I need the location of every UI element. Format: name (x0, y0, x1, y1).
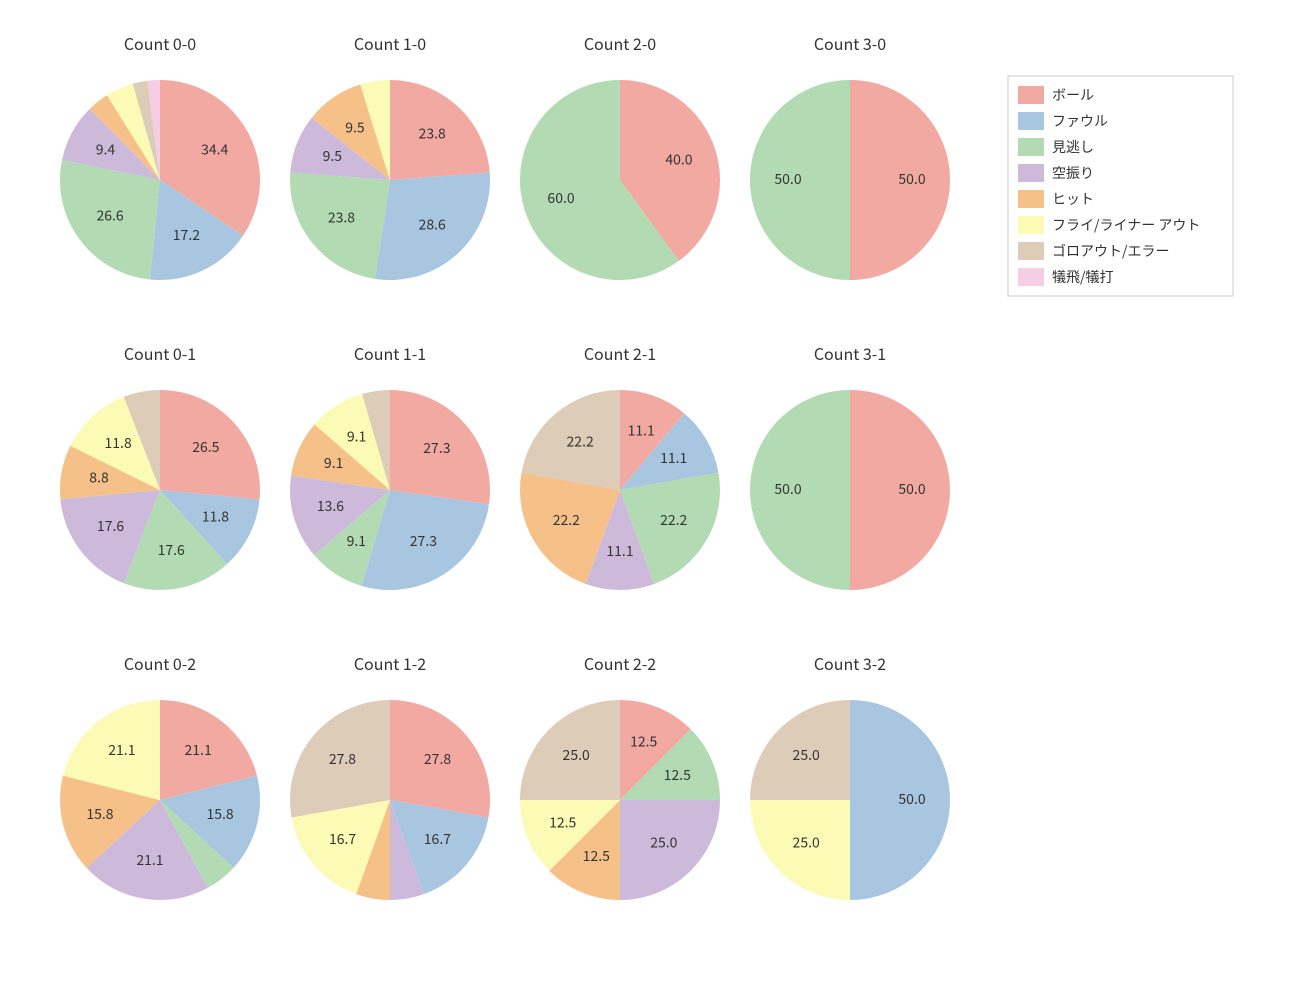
slice-label: 23.8 (419, 123, 446, 143)
legend-swatch (1018, 242, 1044, 260)
legend-border (1008, 76, 1233, 296)
chart-title: Count 2-0 (584, 31, 656, 55)
chart-title: Count 3-2 (814, 651, 886, 675)
slice-label: 9.5 (323, 146, 343, 166)
pie-chart: Count 2-111.111.122.211.122.222.2 (520, 341, 720, 590)
slice-label: 9.1 (324, 453, 343, 473)
slice-label: 12.5 (583, 846, 610, 866)
slice-label: 17.2 (173, 225, 200, 245)
slice-label: 25.0 (793, 745, 820, 765)
slice-label: 11.1 (628, 421, 655, 441)
slice-label: 16.7 (424, 829, 451, 849)
legend-swatch (1018, 112, 1044, 130)
legend-label: 空振り (1052, 163, 1094, 183)
slice-label: 12.5 (664, 765, 691, 785)
chart-title: Count 0-2 (124, 651, 196, 675)
slice-label: 60.0 (547, 188, 574, 208)
chart-title: Count 0-0 (124, 31, 196, 55)
slice-label: 9.1 (347, 427, 366, 447)
slice-label: 50.0 (774, 169, 801, 189)
slice-label: 50.0 (898, 479, 925, 499)
slice-label: 28.6 (419, 214, 446, 234)
slice-label: 15.8 (86, 804, 113, 824)
legend-swatch (1018, 268, 1044, 286)
legend-label: ボール (1052, 85, 1094, 105)
chart-svg: Count 0-0 34.4 17.2 26.6 9.4 Count 1-0 23.8 28.… (0, 0, 1300, 1000)
slice-label: 34.4 (201, 140, 228, 160)
legend-swatch (1018, 86, 1044, 104)
chart-title: Count 1-0 (354, 31, 426, 55)
slice-label: 40.0 (665, 150, 692, 170)
pie-chart: Count 2-0 40.0 60.0 (520, 31, 720, 280)
slice-label: 15.8 (206, 804, 233, 824)
chart-title: Count 1-2 (354, 651, 426, 675)
pie-chart: Count 2-2 12.5 12.5 25.0 12.5 12.5 25.0 (520, 651, 720, 900)
slice-label: 12.5 (549, 813, 576, 833)
legend-label: 見逃し (1052, 137, 1094, 157)
legend-swatch (1018, 216, 1044, 234)
pie-chart: Count 1-127.327.39.113.69.19.1 (290, 341, 490, 590)
pie-chart: Count 0-2 21.1 15.8 21.1 15.8 21.1 (60, 651, 260, 900)
slice-label: 11.1 (606, 541, 633, 561)
legend-label: ファウル (1052, 111, 1108, 131)
slice-label: 22.2 (567, 431, 594, 451)
pie-chart: Count 1-2 27.8 16.7 16.7 27.8 (290, 651, 490, 900)
slice-label: 23.8 (328, 207, 355, 227)
slice-label: 26.5 (192, 437, 219, 457)
slice-label: 27.8 (424, 749, 451, 769)
slice-label: 22.2 (553, 510, 580, 530)
slice-label: 25.0 (650, 833, 677, 853)
slice-label: 25.0 (563, 745, 590, 765)
chart-title: Count 3-1 (814, 341, 886, 365)
legend-label: 犠飛/犠打 (1052, 267, 1114, 287)
slice-label: 17.6 (158, 540, 185, 560)
legend-swatch (1018, 138, 1044, 156)
chart-title: Count 2-1 (584, 341, 656, 365)
slice-label: 27.8 (329, 749, 356, 769)
chart-grid: Count 0-0 34.4 17.2 26.6 9.4 Count 1-0 23.8 28.… (0, 0, 1300, 1000)
pie-chart: Count 0-0 34.4 17.2 26.6 9.4 (60, 31, 260, 280)
slice-label: 9.4 (96, 139, 116, 159)
legend-swatch (1018, 164, 1044, 182)
slice-label: 50.0 (898, 789, 925, 809)
legend-label: ヒット (1052, 189, 1094, 209)
slice-label: 50.0 (774, 479, 801, 499)
slice-label: 21.1 (185, 740, 212, 760)
pie-chart: Count 0-1 26.5 11.8 17.6 17.6 8.8 11.8 (60, 341, 260, 590)
slice-label: 27.3 (423, 438, 450, 458)
legend: ボールファウル見逃し空振りヒットフライ/ライナー アウトゴロアウト/エラー犠飛/… (1008, 76, 1233, 296)
slice-label: 9.1 (347, 531, 366, 551)
chart-title: Count 2-2 (584, 651, 656, 675)
slice-label: 13.6 (317, 496, 344, 516)
slice-label: 16.7 (329, 829, 356, 849)
legend-label: ゴロアウト/エラー (1052, 241, 1170, 261)
slice-label: 21.1 (136, 850, 163, 870)
legend-swatch (1018, 190, 1044, 208)
chart-title: Count 0-1 (124, 341, 196, 365)
pie-chart: Count 1-0 23.8 28.6 23.8 9.59.5 (290, 31, 490, 280)
legend-label: フライ/ライナー アウト (1052, 215, 1200, 235)
slice-label: 11.1 (660, 448, 687, 468)
chart-title: Count 1-1 (354, 341, 426, 365)
chart-title: Count 3-0 (814, 31, 886, 55)
slice-label: 50.0 (898, 169, 925, 189)
slice-label: 11.8 (105, 433, 132, 453)
slice-label: 12.5 (630, 732, 657, 752)
pie-chart: Count 3-0 50.0 50.0 (750, 31, 950, 280)
pie-chart: Count 3-2 50.0 25.0 25.0 (750, 651, 950, 900)
slice-label: 26.6 (96, 206, 123, 226)
slice-label: 25.0 (793, 833, 820, 853)
slice-label: 8.8 (89, 468, 109, 488)
slice-label: 9.5 (345, 118, 365, 138)
pie-chart: Count 3-1 50.0 50.0 (750, 341, 950, 590)
slice-label: 22.2 (660, 510, 687, 530)
slice-label: 11.8 (202, 507, 229, 527)
slice-label: 17.6 (97, 516, 124, 536)
slice-label: 27.3 (410, 531, 437, 551)
slice-label: 21.1 (108, 740, 135, 760)
